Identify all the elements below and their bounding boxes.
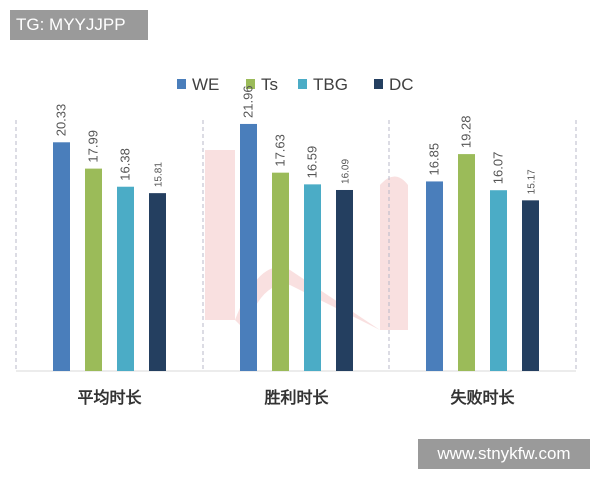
bar-ts-0: [85, 168, 102, 371]
bar-tbg-0: [117, 186, 134, 371]
legend-swatch-tbg: [298, 79, 307, 89]
data-label-ts-2: 19.28: [459, 116, 474, 149]
legend-swatch-we: [177, 79, 186, 89]
data-label-tbg-2: 16.07: [491, 152, 506, 185]
bar-dc-1: [336, 189, 353, 371]
bar-we-0: [53, 142, 70, 371]
bar-we-1: [240, 123, 257, 371]
data-label-we-2: 16.85: [427, 143, 442, 176]
data-labels: 20.33 17.99 16.38 15.81 21.96 17.63 16.59 16.09…: [54, 85, 538, 194]
data-label-we-0: 20.33: [54, 104, 69, 137]
legend-swatch-dc: [374, 79, 383, 89]
data-label-tbg-0: 16.38: [118, 148, 133, 181]
category-label-1: 胜利时长: [264, 388, 329, 407]
footer-watermark: www.stnykfw.com: [418, 439, 590, 469]
legend-swatch-ts: [246, 79, 255, 89]
data-label-dc-1: 16.09: [341, 159, 352, 184]
bar-tbg-1: [304, 184, 321, 371]
bar-ts-1: [272, 172, 289, 371]
data-label-dc-0: 15.81: [154, 162, 165, 187]
bar-group: [53, 123, 539, 371]
background-watermark-shape: [205, 150, 408, 330]
bar-dc-2: [522, 200, 539, 371]
bar-tbg-2: [490, 190, 507, 371]
category-labels: 平均时长 胜利时长 失败时长: [77, 388, 515, 407]
legend-label-we: WE: [192, 75, 219, 94]
legend-label-ts: Ts: [261, 75, 278, 94]
chart-legend: WE Ts TBG DC: [177, 75, 414, 94]
data-label-dc-2: 15.17: [527, 169, 538, 194]
legend-label-tbg: TBG: [313, 75, 348, 94]
bar-we-2: [426, 181, 443, 371]
data-label-ts-0: 17.99: [86, 130, 101, 163]
category-label-2: 失败时长: [450, 388, 515, 407]
bar-ts-2: [458, 154, 475, 371]
data-label-we-1: 21.96: [241, 85, 256, 118]
bar-dc-0: [149, 193, 166, 371]
category-label-0: 平均时长: [77, 388, 142, 407]
legend-label-dc: DC: [389, 75, 414, 94]
header-tag: TG: MYYJJPP: [10, 10, 148, 40]
data-label-tbg-1: 16.59: [305, 146, 320, 179]
data-label-ts-1: 17.63: [273, 134, 288, 167]
